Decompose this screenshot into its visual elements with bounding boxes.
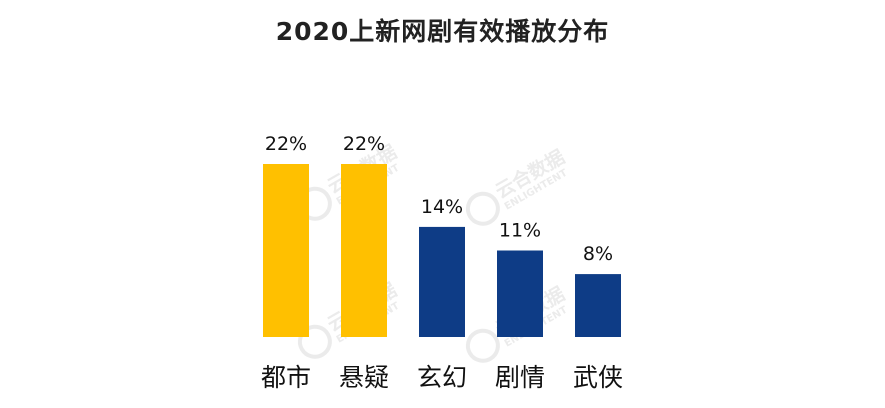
value-label-1: 22% [343,133,385,155]
category-label-3: 剧情 [495,363,545,392]
value-labels-layer: 22% 22% 14% 11% 8% [265,133,613,265]
bar-4 [575,274,621,337]
bar-0 [263,164,309,337]
value-label-0: 22% [265,133,307,155]
value-label-3: 11% [499,220,541,242]
bar-3 [497,250,543,337]
bar-1 [341,164,387,337]
chart-title: 2020上新网剧有效播放分布 [275,17,610,46]
category-label-0: 都市 [261,363,311,392]
category-label-2: 玄幻 [417,363,467,392]
category-label-1: 悬疑 [339,363,389,392]
value-label-4: 8% [583,243,613,265]
category-label-4: 武侠 [573,363,623,392]
bar-2 [419,226,465,337]
category-labels-layer: 都市 悬疑 玄幻 剧情 武侠 [261,363,623,392]
bars-layer [263,164,621,337]
value-label-2: 14% [421,196,463,218]
